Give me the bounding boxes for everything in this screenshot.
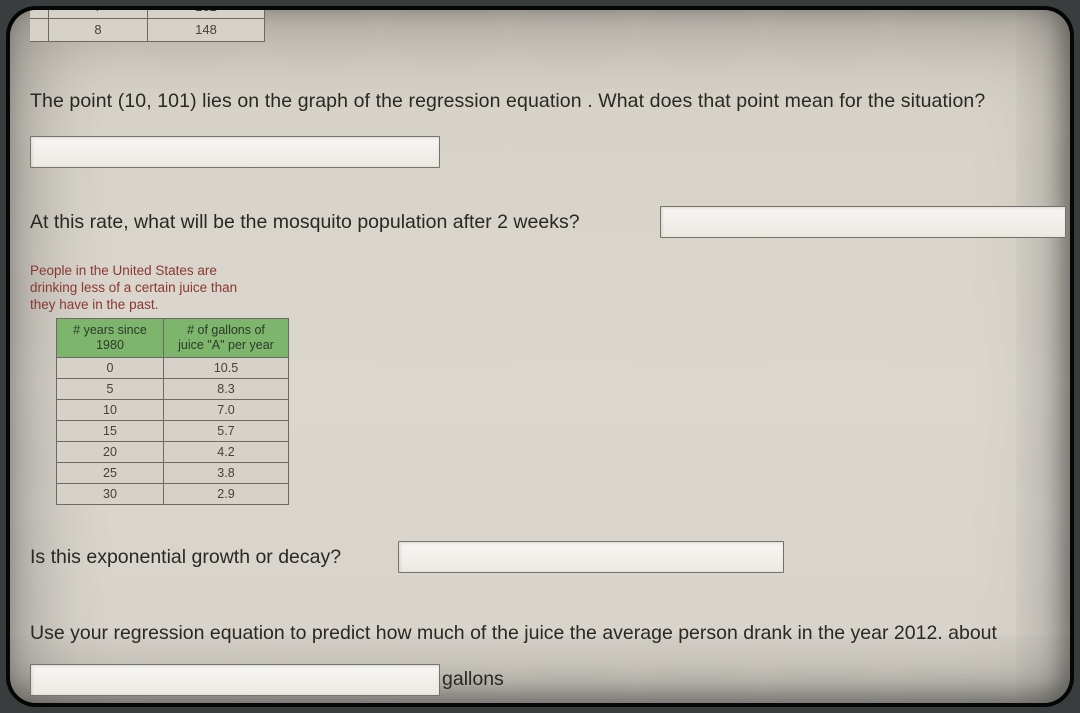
intro-line: they have in the past. — [30, 297, 158, 312]
table-spacer — [30, 421, 57, 442]
juice-cell-gallons: 4.2 — [164, 442, 289, 463]
juice-cell-gallons: 7.0 — [164, 400, 289, 421]
header-line: # years since — [73, 323, 147, 337]
juice-cell-gallons: 8.3 — [164, 379, 289, 400]
question-2-input[interactable] — [660, 206, 1066, 238]
question-4-input[interactable] — [30, 664, 440, 696]
juice-intro-text: People in the United States are drinking… — [30, 262, 237, 313]
table-spacer — [30, 442, 57, 463]
juice-cell-years: 10 — [57, 400, 164, 421]
top-partial-table: 7 162 8 148 — [30, 10, 265, 42]
device-frame: 7 162 8 148 The point (10, 101) lies on … — [6, 6, 1074, 707]
table-spacer — [30, 19, 49, 42]
juice-cell-years: 25 — [57, 463, 164, 484]
top-table-cell: 148 — [148, 19, 265, 42]
juice-cell-years: 0 — [57, 358, 164, 379]
table-spacer — [30, 484, 57, 505]
question-1-input[interactable] — [30, 136, 440, 168]
question-3-text: Is this exponential growth or decay? — [30, 546, 341, 569]
juice-cell-gallons: 10.5 — [164, 358, 289, 379]
top-table-cell: 7 — [49, 10, 148, 19]
juice-cell-years: 5 — [57, 379, 164, 400]
juice-cell-gallons: 5.7 — [164, 421, 289, 442]
gallons-label: gallons — [442, 668, 504, 691]
juice-cell-years: 15 — [57, 421, 164, 442]
juice-cell-years: 20 — [57, 442, 164, 463]
header-line: # of gallons of — [187, 323, 265, 337]
header-line: 1980 — [96, 338, 124, 352]
question-2-text: At this rate, what will be the mosquito … — [30, 211, 580, 234]
table-spacer — [30, 319, 57, 358]
juice-data-table: # years since 1980 # of gallons of juice… — [30, 318, 289, 505]
question-1-text: The point (10, 101) lies on the graph of… — [30, 90, 1048, 113]
top-table-cell: 162 — [148, 10, 265, 19]
worksheet-page: 7 162 8 148 The point (10, 101) lies on … — [10, 10, 1070, 703]
juice-cell-gallons: 3.8 — [164, 463, 289, 484]
juice-table-header-gallons: # of gallons of juice "A" per year — [164, 319, 289, 358]
header-line: juice "A" per year — [178, 338, 274, 352]
table-spacer — [30, 358, 57, 379]
juice-table-header-years: # years since 1980 — [57, 319, 164, 358]
juice-cell-years: 30 — [57, 484, 164, 505]
intro-line: drinking less of a certain juice than — [30, 280, 237, 295]
juice-cell-gallons: 2.9 — [164, 484, 289, 505]
question-4-text: Use your regression equation to predict … — [30, 622, 1066, 645]
top-table-cell: 8 — [49, 19, 148, 42]
table-spacer — [30, 10, 49, 19]
table-spacer — [30, 400, 57, 421]
intro-line: People in the United States are — [30, 263, 217, 278]
table-spacer — [30, 463, 57, 484]
question-3-input[interactable] — [398, 541, 784, 573]
table-spacer — [30, 379, 57, 400]
